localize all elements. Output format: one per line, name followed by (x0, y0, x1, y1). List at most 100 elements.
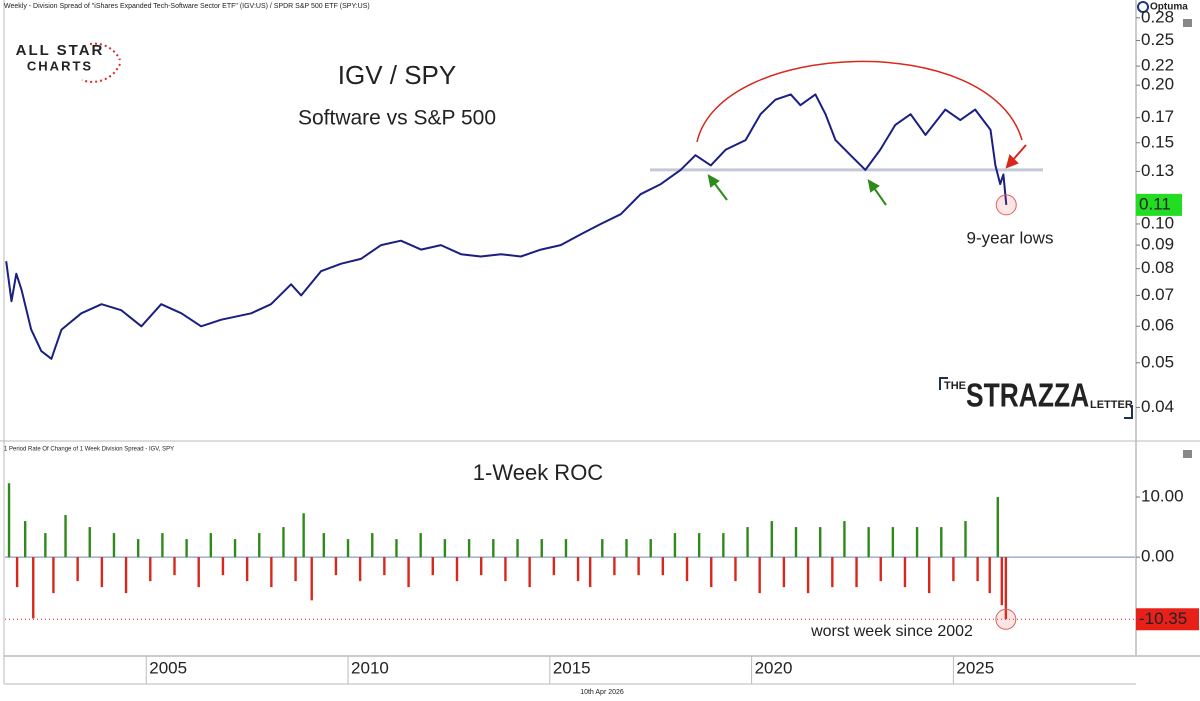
arrowhead (867, 179, 880, 193)
bar (419, 533, 422, 558)
bar (843, 521, 846, 558)
bar (1000, 557, 1004, 606)
bar (637, 557, 640, 576)
logo-text: STRAZZA (966, 378, 1089, 414)
logo-text: LETTER (1090, 399, 1133, 411)
y-tick-label: 0.04 (1141, 397, 1174, 416)
bar (552, 557, 556, 576)
bar (136, 539, 140, 558)
x-tick-label: 2025 (956, 658, 994, 677)
bar (112, 533, 116, 558)
y-tick-label: 0.28 (1141, 7, 1174, 26)
bar (588, 557, 592, 588)
bar (88, 527, 91, 558)
bar (334, 557, 338, 576)
bar (149, 557, 152, 582)
y-tick-label: 0.00 (1141, 547, 1174, 566)
bar (32, 557, 35, 619)
panel-header: Weekly - Division Spread of "iShares Exp… (4, 3, 370, 10)
bar (964, 521, 967, 558)
annotation: 9-year lows (967, 228, 1054, 247)
bar (685, 557, 689, 582)
last-value-label: 0.11 (1139, 194, 1171, 213)
bar (431, 557, 434, 576)
last-value-box (1136, 193, 1182, 216)
y-tick-label: 0.06 (1141, 316, 1174, 335)
y-tick-label: 0.20 (1141, 75, 1174, 94)
logo: ALL STAR CHARTS (16, 42, 121, 83)
bar (564, 539, 568, 558)
bar (282, 527, 285, 558)
bar (302, 513, 305, 558)
bar (903, 557, 907, 588)
bar (649, 539, 652, 558)
x-tick-label: 2005 (149, 658, 187, 677)
bar (831, 557, 834, 588)
highlight-circle (995, 194, 1017, 216)
bar (270, 557, 273, 588)
bar (673, 533, 677, 558)
highlight-circle (995, 608, 1017, 630)
bar (15, 557, 19, 588)
y-tick-label: 0.07 (1141, 285, 1174, 304)
x-tick-label: 2020 (755, 658, 793, 677)
bar (819, 527, 822, 558)
bar (7, 483, 11, 558)
strazza-logo: THE STRAZZA LETTER (939, 377, 1133, 419)
bar (976, 557, 979, 582)
logo-stars (81, 42, 121, 83)
y-tick-label: 0.25 (1141, 30, 1174, 49)
bar (467, 539, 471, 558)
y-tick-label: 0.15 (1141, 132, 1174, 151)
bar (383, 557, 386, 576)
bar (23, 521, 27, 558)
data-line (5, 93, 1008, 360)
x-tick-label: 2015 (553, 658, 591, 677)
bar (625, 539, 628, 558)
logo-bracket (1124, 405, 1133, 419)
bar (294, 557, 297, 582)
bar (358, 557, 362, 582)
arrows (1005, 144, 1027, 169)
bar (601, 539, 604, 558)
bar (855, 557, 858, 588)
bar (233, 539, 237, 558)
bar (185, 539, 188, 558)
bar (952, 557, 955, 582)
lock-icons (1183, 19, 1192, 458)
lock-icon (1183, 450, 1192, 458)
bar (407, 557, 410, 588)
brand-icon (1137, 1, 1149, 13)
bar (221, 557, 225, 576)
bar (504, 557, 507, 582)
bar (64, 515, 67, 558)
bar (661, 557, 665, 576)
bar (76, 557, 79, 582)
bar (940, 527, 943, 558)
arrowhead (707, 174, 720, 188)
brand: Optuma (1150, 2, 1188, 13)
y-tick-label: 0.17 (1141, 107, 1174, 126)
y-tick-label: 0.08 (1141, 258, 1174, 277)
bar (480, 557, 483, 576)
bar (710, 557, 713, 588)
bar (346, 539, 350, 558)
arc-annotation (696, 60, 1023, 143)
bar (443, 539, 447, 558)
arrowhead (1005, 154, 1019, 169)
chart-title: 1-Week ROC (473, 460, 604, 485)
bar (867, 527, 870, 558)
y-tick-label: 0.05 (1141, 352, 1174, 371)
bar (697, 533, 701, 558)
bar (891, 527, 895, 558)
bar (770, 521, 773, 558)
y-tick-label: 0.22 (1141, 56, 1174, 75)
bar (734, 557, 737, 582)
bar (794, 527, 798, 558)
y-tick-label: 0.13 (1141, 161, 1174, 180)
bar (927, 557, 931, 594)
bar (124, 557, 128, 594)
bar (245, 557, 249, 582)
bar (915, 527, 919, 558)
